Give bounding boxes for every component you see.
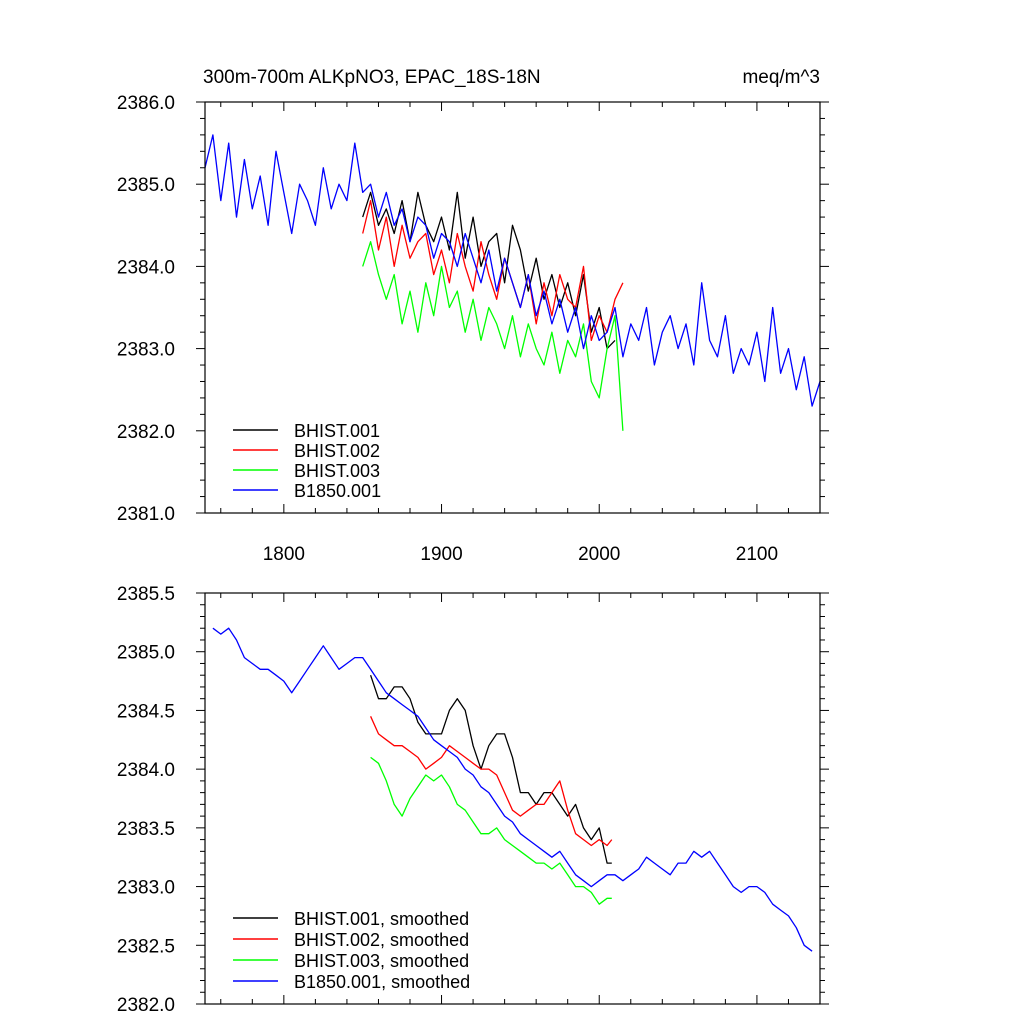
legend-label: BHIST.002 <box>294 441 380 461</box>
series-line-1 <box>369 674 612 864</box>
y-tick-label: 2381.0 <box>117 504 175 525</box>
y-tick-label: 2383.5 <box>117 819 175 840</box>
series-line-3 <box>362 241 624 431</box>
x-tick-label: 2100 <box>736 544 778 565</box>
series-line-4 <box>205 134 820 407</box>
chart-units: meq/m^3 <box>742 67 820 88</box>
y-tick-label: 2384.0 <box>117 257 175 278</box>
y-tick-label: 2386.0 <box>117 93 175 114</box>
series-line-1 <box>362 191 616 350</box>
x-tick-label: 1800 <box>263 544 305 565</box>
y-tick-label: 2385.0 <box>117 175 175 196</box>
series-lines <box>205 134 820 431</box>
y-tick-label: 2382.0 <box>117 995 175 1016</box>
y-tick-label: 2382.0 <box>117 422 175 443</box>
legend-label: BHIST.003 <box>294 461 380 481</box>
y-tick-label: 2385.5 <box>117 584 175 605</box>
series-lines <box>212 627 813 952</box>
legend-label: B1850.001, smoothed <box>294 972 470 992</box>
series-line-3 <box>370 756 612 905</box>
x-tick-label: 1900 <box>420 544 462 565</box>
legend-label: BHIST.001, smoothed <box>294 909 469 929</box>
series-line-2 <box>370 716 613 847</box>
y-tick-label: 2382.5 <box>117 936 175 957</box>
legend-label: BHIST.002, smoothed <box>294 930 469 950</box>
legend-label: BHIST.003, smoothed <box>294 951 469 971</box>
plot-frame <box>204 101 821 514</box>
series-line-4 <box>212 627 813 952</box>
bottom-panel: 2382.0 2382.5 2383.0 2383.5 2384.0 2384.5 2385… <box>117 584 829 1016</box>
legend-label: BHIST.001 <box>294 421 380 441</box>
y-tick-label: 2383.0 <box>117 340 175 361</box>
plot-frame <box>204 592 821 1005</box>
legend-label: B1850.001 <box>294 481 381 501</box>
series-line-2 <box>362 199 624 342</box>
chart-title: 300m-700m ALKpNO3, EPAC_18S-18N <box>203 67 541 88</box>
y-tick-label: 2384.5 <box>117 701 175 722</box>
y-tick-label: 2385.0 <box>117 643 175 664</box>
top-panel: 300m-700m ALKpNO3, EPAC_18S-18N meq/m^3 18… <box>117 67 829 565</box>
x-tick-label: 2000 <box>578 544 620 565</box>
y-tick-label: 2383.0 <box>117 878 175 899</box>
y-tick-label: 2384.0 <box>117 760 175 781</box>
